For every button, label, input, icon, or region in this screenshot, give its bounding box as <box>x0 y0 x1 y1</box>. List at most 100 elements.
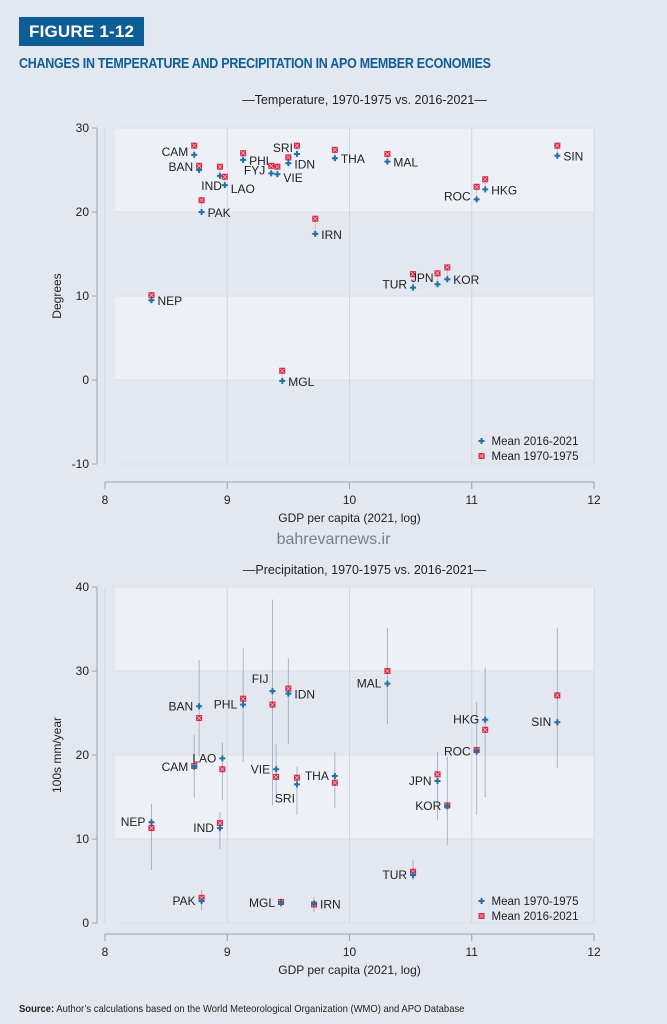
point-label: ROC <box>444 189 471 203</box>
y-tick-label: 10 <box>76 289 90 303</box>
source-note: Source: Author’s calculations based on t… <box>19 1003 464 1015</box>
point-label: JPN <box>411 271 434 285</box>
marker-x-sri <box>293 142 300 149</box>
point-label: CAM <box>162 145 189 159</box>
marker-x-mgl <box>279 367 286 374</box>
marker-plus-ind <box>216 825 223 832</box>
legend-label: Mean 1970-1975 <box>492 896 579 908</box>
marker-plus-mgl <box>278 899 285 906</box>
point-label: CAM <box>162 760 189 774</box>
point-label: MAL <box>357 677 382 691</box>
marker-x-irn <box>312 215 319 222</box>
marker-plus-vie <box>273 766 280 773</box>
point-label: THA <box>305 769 329 783</box>
marker-plus-tha <box>331 155 338 162</box>
marker-x-tha <box>331 146 338 153</box>
point-label: MGL <box>288 375 314 389</box>
marker-plus-mal <box>384 158 391 165</box>
marker-plus-pak <box>198 898 205 905</box>
source-text: Author’s calculations based on the World… <box>54 1003 465 1015</box>
marker-x-fyj <box>268 162 275 169</box>
marker-x-sin <box>554 142 561 149</box>
point-label: LAO <box>231 182 255 196</box>
marker-x-ban <box>196 162 203 169</box>
marker-plus-lao <box>219 755 226 762</box>
marker-plus-sri <box>293 781 300 788</box>
marker-x-kor <box>444 264 451 271</box>
point-label: TUR <box>382 868 407 882</box>
marker-plus-irn <box>312 230 319 237</box>
legend-label: Mean 2016-2021 <box>492 911 579 923</box>
point-label: FYJ <box>244 163 265 177</box>
point-label: JPN <box>409 774 432 788</box>
marker-plus-kor <box>444 276 451 283</box>
point-label: TUR <box>382 278 407 292</box>
marker-x-ind <box>216 820 223 827</box>
point-label: KOR <box>453 273 479 287</box>
marker-x-roc <box>473 183 480 190</box>
marker-plus-phl <box>240 701 247 708</box>
x-tick-label: 8 <box>102 493 109 507</box>
marker-plus-sin <box>554 719 561 726</box>
marker-plus-tur <box>410 872 417 879</box>
point-label: SRI <box>275 791 295 805</box>
marker-x-pak <box>198 197 205 204</box>
point-label: NEP <box>121 815 146 829</box>
x-tick-label: 9 <box>224 945 231 959</box>
point-label: IDN <box>294 157 315 171</box>
x-tick-label: 11 <box>466 493 479 507</box>
marker-plus-fyj <box>268 170 275 177</box>
point-label: MGL <box>249 896 275 910</box>
marker-plus-nep <box>148 819 155 826</box>
point-label: LAO <box>192 751 216 765</box>
marker-plus-cam <box>191 151 198 158</box>
marker-x-sri <box>293 774 300 781</box>
plot-band <box>115 212 594 296</box>
point-label: HKG <box>453 713 479 727</box>
point-label: PHL <box>214 698 238 712</box>
point-label: PAK <box>172 894 195 908</box>
marker-x-fij <box>269 701 276 708</box>
point-label: MAL <box>393 156 418 170</box>
point-label: HKG <box>491 183 517 197</box>
marker-x-ind <box>216 163 223 170</box>
plot-band <box>115 128 594 212</box>
point-label: SIN <box>531 715 551 729</box>
y-tick-label: 30 <box>76 121 90 135</box>
point-label: THA <box>341 152 365 166</box>
point-label: SIN <box>563 150 583 164</box>
plot-band <box>115 839 594 923</box>
marker-x-cam <box>191 142 198 149</box>
marker-x-ban <box>196 715 203 722</box>
marker-x-hkg <box>482 726 489 733</box>
marker-plus-pak <box>198 209 205 215</box>
marker-plus-sin <box>554 152 561 159</box>
x-tick-label: 10 <box>343 945 357 959</box>
point-label: IDN <box>294 688 315 702</box>
plot-band <box>115 587 594 671</box>
point-label: VIE <box>251 762 270 776</box>
marker-x-vie <box>274 163 281 170</box>
plot-band <box>115 380 594 464</box>
x-axis-title: GDP per capita (2021, log) <box>278 963 421 977</box>
marker-plus-idn <box>285 690 292 697</box>
y-tick-label: 10 <box>76 832 90 846</box>
marker-x-idn <box>285 685 292 692</box>
x-tick-label: 10 <box>343 493 357 507</box>
marker-x-vie <box>273 773 280 780</box>
precipitation-chart: —Precipitation, 1970-1975 vs. 2016-2021—… <box>50 563 601 977</box>
marker-x-nep <box>148 292 155 299</box>
marker-plus-mgl <box>279 377 286 384</box>
legend-x-icon <box>478 913 485 919</box>
y-tick-label: 0 <box>82 373 89 387</box>
point-label: ROC <box>444 745 471 759</box>
marker-plus-ban <box>196 167 203 173</box>
x-tick-label: 12 <box>587 945 601 959</box>
marker-plus-nep <box>148 297 155 304</box>
temperature-chart: —Temperature, 1970-1975 vs. 2016-2021— 30… <box>50 93 601 525</box>
point-label: PAK <box>208 206 231 220</box>
marker-plus-idn <box>285 160 292 167</box>
marker-x-mal <box>384 668 391 674</box>
marker-x-tur <box>410 271 417 278</box>
marker-plus-tur <box>410 284 417 291</box>
